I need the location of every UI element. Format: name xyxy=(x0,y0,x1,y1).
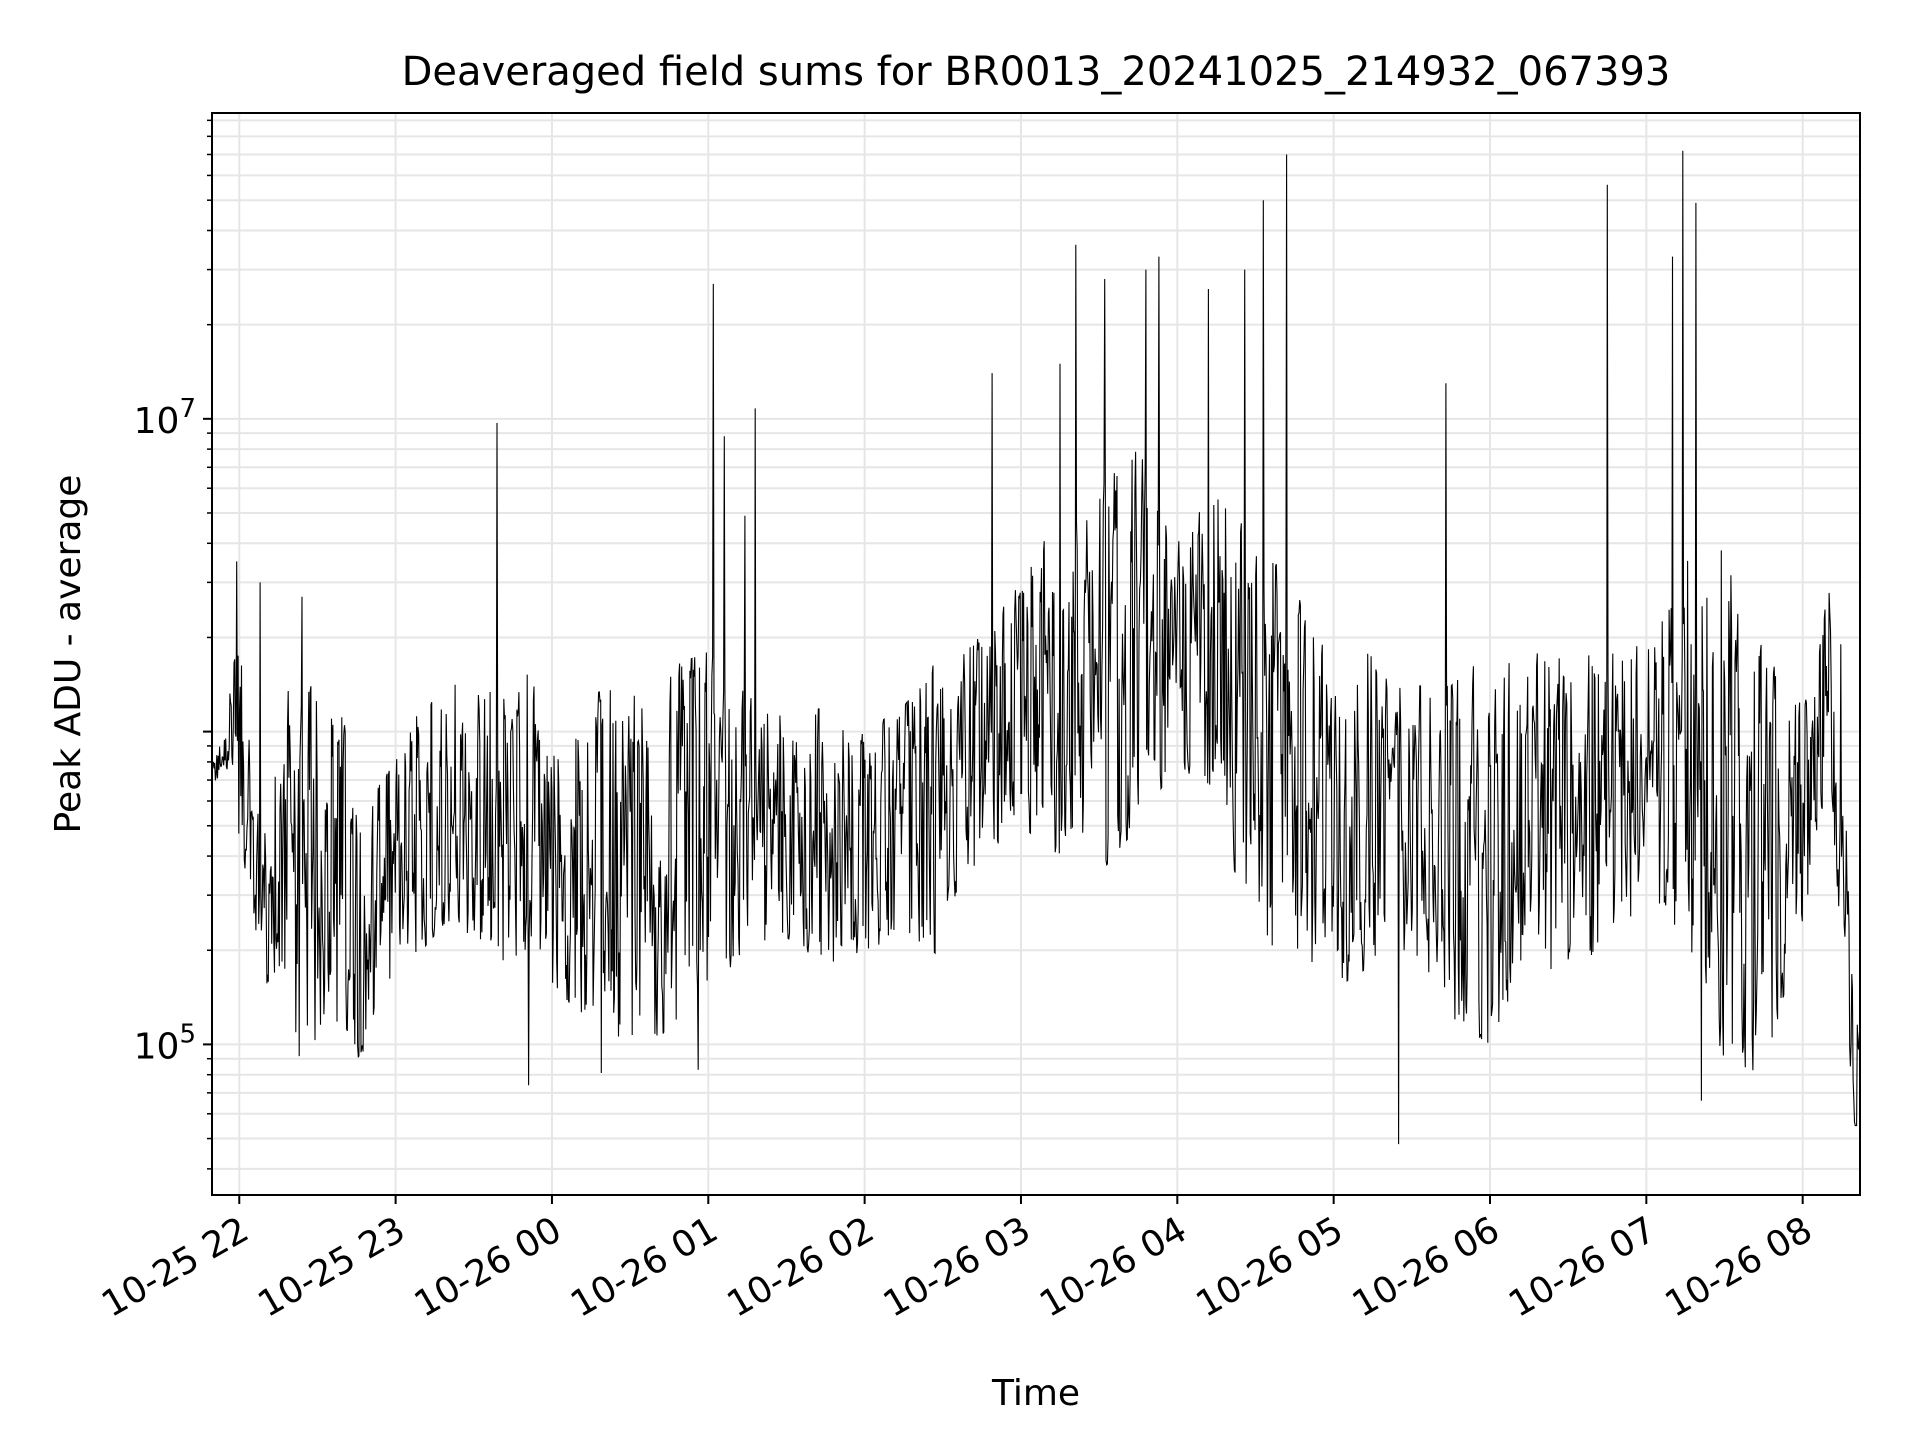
y-axis: 105 107 xyxy=(134,119,212,1170)
grid xyxy=(212,113,1860,1195)
plot-area xyxy=(211,112,1861,1196)
series-line xyxy=(211,150,1861,1145)
y-tick-label: 105 xyxy=(134,1019,196,1067)
y-tick-label: 107 xyxy=(134,394,196,442)
chart-title: Deaveraged field sums for BR0013_2024102… xyxy=(402,49,1671,95)
x-axis-label: Time xyxy=(991,1373,1080,1414)
y-axis-label: Peak ADU - average xyxy=(48,475,89,834)
plot-frame xyxy=(211,112,1861,1196)
